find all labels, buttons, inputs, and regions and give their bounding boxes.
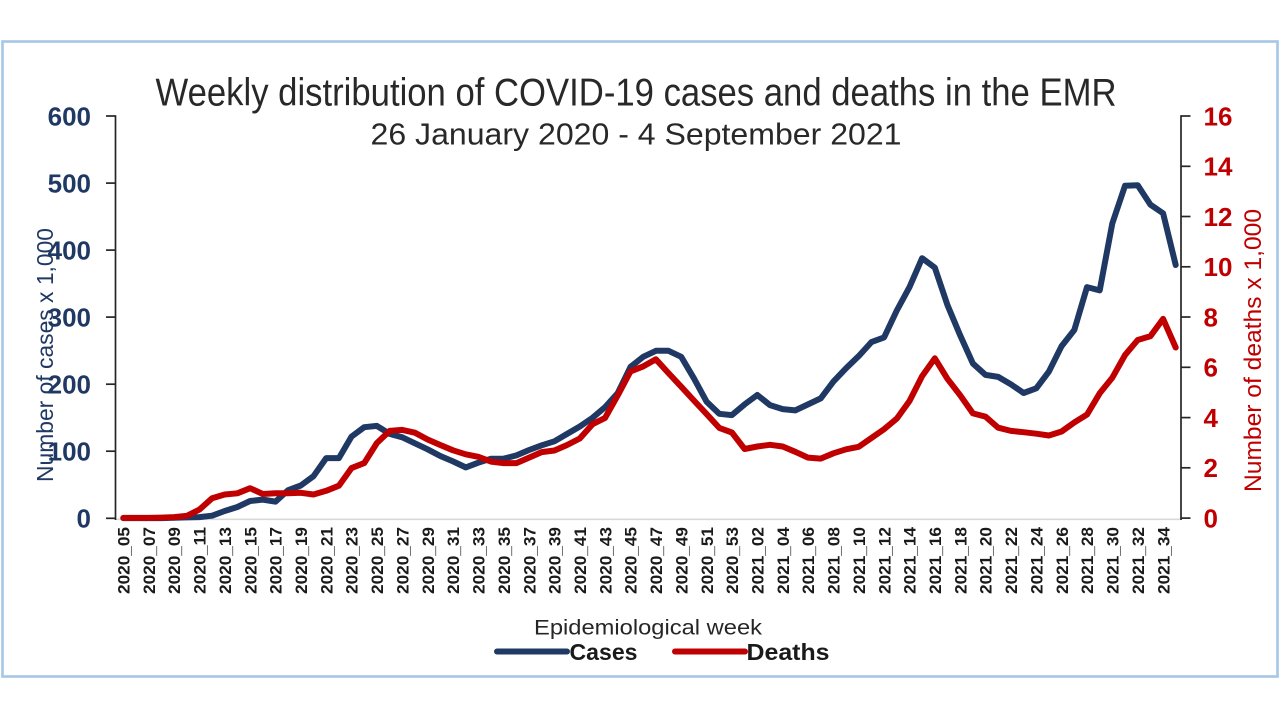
svg-text:2020_39: 2020_39 [546, 527, 565, 594]
svg-text:4: 4 [1204, 403, 1219, 433]
svg-text:400: 400 [48, 235, 91, 265]
svg-text:2020_23: 2020_23 [343, 527, 362, 594]
svg-text:2020_29: 2020_29 [419, 527, 438, 594]
svg-text:2020_17: 2020_17 [267, 527, 286, 594]
svg-text:10: 10 [1204, 252, 1233, 282]
svg-text:2020_05: 2020_05 [115, 527, 134, 594]
svg-text:2020_21: 2020_21 [317, 527, 336, 594]
svg-text:2020_37: 2020_37 [520, 527, 539, 594]
svg-text:Number of deaths x 1,000: Number of deaths x 1,000 [1240, 209, 1267, 492]
svg-text:100: 100 [48, 437, 91, 467]
svg-text:2020_19: 2020_19 [292, 527, 311, 594]
svg-text:2021_26: 2021_26 [1053, 527, 1072, 594]
svg-text:2020_25: 2020_25 [368, 527, 387, 594]
svg-text:2021_08: 2021_08 [825, 527, 844, 594]
svg-text:2020_11: 2020_11 [191, 527, 210, 594]
svg-text:2021_34: 2021_34 [1154, 526, 1173, 594]
svg-text:0: 0 [77, 504, 91, 534]
svg-text:2020_45: 2020_45 [622, 527, 641, 594]
svg-text:2021_20: 2021_20 [977, 527, 996, 594]
svg-text:2020_49: 2020_49 [672, 527, 691, 594]
svg-text:26 January 2020 - 4 September: 26 January 2020 - 4 September 2021 [371, 118, 902, 152]
svg-text:2021_12: 2021_12 [875, 527, 894, 594]
svg-text:300: 300 [48, 302, 91, 332]
svg-text:2020_53: 2020_53 [723, 527, 742, 594]
svg-text:12: 12 [1204, 202, 1233, 232]
svg-text:2021_24: 2021_24 [1028, 526, 1047, 594]
svg-text:2020_43: 2020_43 [596, 527, 615, 594]
svg-text:Number of cases x 1,000: Number of cases x 1,000 [32, 228, 58, 482]
svg-text:2021_04: 2021_04 [774, 526, 793, 594]
svg-text:2020_33: 2020_33 [470, 527, 489, 594]
svg-text:Cases: Cases [570, 639, 638, 665]
svg-text:8: 8 [1204, 302, 1218, 332]
svg-text:2021_32: 2021_32 [1129, 527, 1148, 594]
svg-text:2021_02: 2021_02 [749, 527, 768, 594]
svg-text:0: 0 [1204, 503, 1218, 533]
svg-text:2020_27: 2020_27 [394, 527, 413, 594]
svg-text:Weekly distribution of COVID-1: Weekly distribution of COVID-19 cases an… [156, 72, 1117, 115]
svg-text:2020_09: 2020_09 [165, 527, 184, 594]
svg-text:2020_41: 2020_41 [571, 527, 590, 594]
svg-text:2021_06: 2021_06 [799, 527, 818, 594]
svg-text:Epidemiological week: Epidemiological week [534, 617, 763, 640]
svg-text:2020_31: 2020_31 [444, 527, 463, 594]
svg-text:2021_30: 2021_30 [1104, 527, 1123, 594]
svg-text:Deaths: Deaths [747, 639, 830, 665]
svg-text:2020_15: 2020_15 [241, 527, 260, 594]
svg-text:2021_18: 2021_18 [951, 527, 970, 594]
svg-text:2021_28: 2021_28 [1078, 527, 1097, 594]
svg-text:2021_14: 2021_14 [901, 526, 920, 594]
svg-text:14: 14 [1204, 152, 1233, 182]
svg-text:200: 200 [48, 370, 91, 400]
svg-text:2021_22: 2021_22 [1002, 527, 1021, 594]
svg-text:2021_10: 2021_10 [850, 527, 869, 594]
svg-text:2020_35: 2020_35 [495, 527, 514, 594]
svg-text:6: 6 [1204, 353, 1218, 383]
svg-text:600: 600 [48, 101, 91, 131]
svg-text:2020_13: 2020_13 [216, 527, 235, 594]
svg-text:500: 500 [48, 168, 91, 198]
svg-text:2020_47: 2020_47 [647, 527, 666, 594]
svg-text:2021_16: 2021_16 [926, 527, 945, 594]
svg-text:2: 2 [1204, 453, 1218, 483]
svg-text:16: 16 [1204, 101, 1233, 131]
svg-text:2020_51: 2020_51 [698, 527, 717, 594]
svg-text:2020_07: 2020_07 [140, 527, 159, 594]
